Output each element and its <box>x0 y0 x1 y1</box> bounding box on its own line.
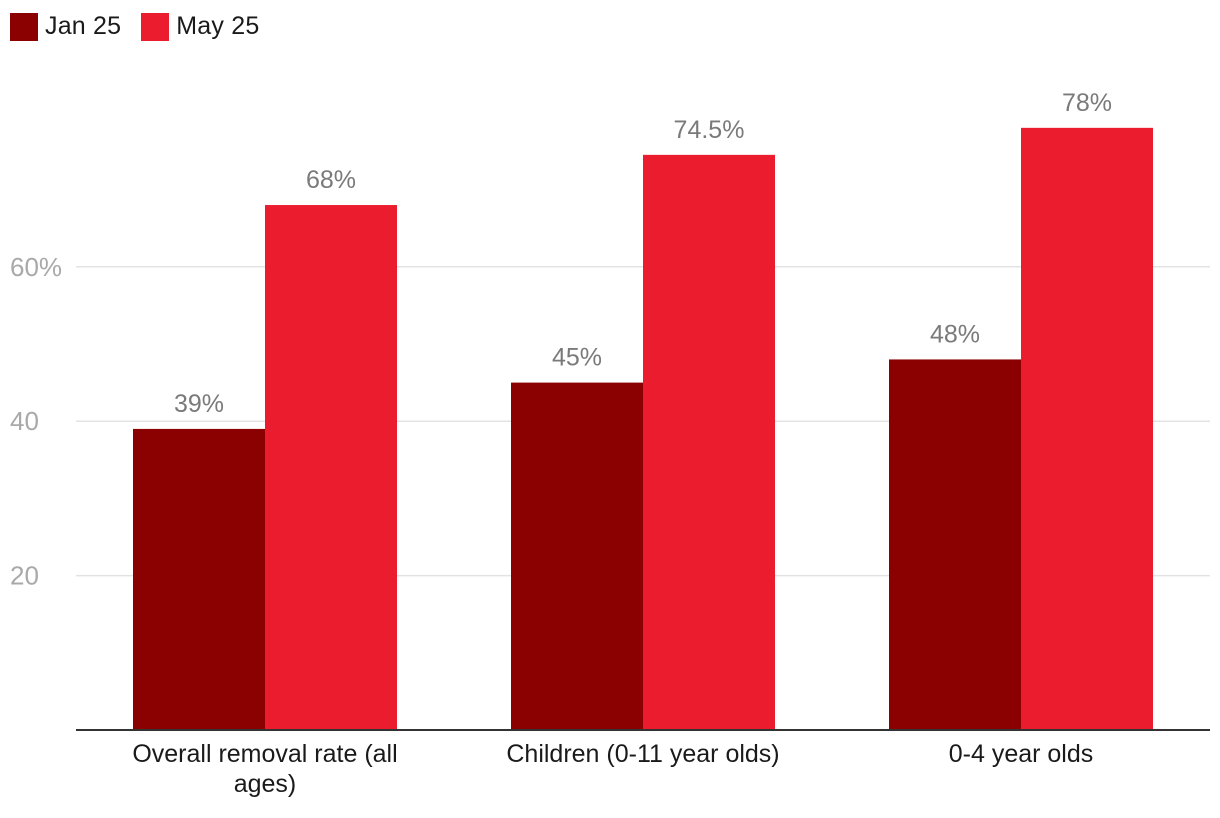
y-tick-label-20: 20 <box>10 561 39 591</box>
legend-swatch-may25 <box>141 12 170 41</box>
legend-label-may25: May 25 <box>176 12 260 40</box>
bar-jan25-2 <box>889 359 1021 730</box>
category-label-line: 0-4 year olds <box>949 740 1094 768</box>
category-label-line: ages) <box>234 770 297 798</box>
bar-jan25-1 <box>511 382 643 730</box>
bar-may25-2 <box>1021 127 1153 731</box>
data-label-may25-1: 74.5% <box>674 116 745 144</box>
category-label-line: Overall removal rate (all <box>132 740 397 768</box>
bar-may25-1 <box>643 154 775 731</box>
y-tick-label-60: 60% <box>10 252 62 282</box>
data-label-jan25-0: 39% <box>174 390 224 418</box>
legend-item-jan25: Jan 25 <box>10 12 121 41</box>
category-label-2: 0-4 year olds <box>949 740 1094 768</box>
chart-legend: Jan 25 May 25 <box>10 12 259 41</box>
data-label-may25-0: 68% <box>306 166 356 194</box>
y-tick-label-40: 40 <box>10 406 39 436</box>
legend-label-jan25: Jan 25 <box>45 12 122 40</box>
legend-swatch-jan25 <box>10 12 38 41</box>
category-label-0: Overall removal rate (all ages) <box>132 740 397 798</box>
bar-jan25-0 <box>133 428 265 730</box>
category-label-1: Children (0-11 year olds) <box>506 740 779 768</box>
data-label-jan25-2: 48% <box>930 320 980 348</box>
legend-item-may25: May 25 <box>141 12 259 41</box>
data-label-jan25-1: 45% <box>552 344 602 372</box>
category-label-line: Children (0-11 year olds) <box>506 740 779 768</box>
bar-may25-0 <box>265 205 397 731</box>
data-label-may25-2: 78% <box>1062 89 1112 117</box>
